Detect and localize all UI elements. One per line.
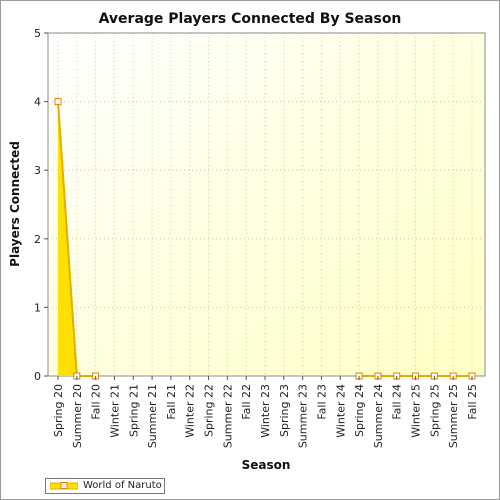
y-axis-title: Players Connected <box>8 141 22 267</box>
series-area <box>58 101 96 376</box>
x-tick-label: Spring 25 <box>428 384 441 437</box>
x-tick-label: Winter 25 <box>410 384 423 438</box>
x-tick-label: Fall 21 <box>165 384 178 420</box>
x-axis-ticks: Spring 20 Summer 20 Fall 20 Winter 21 Spring… <box>52 376 479 448</box>
x-tick-label: Winter 24 <box>334 384 347 438</box>
series-area-segment <box>58 101 96 376</box>
x-tick-label: Spring 23 <box>278 384 291 437</box>
y-axis-ticks: 0 1 2 3 4 5 <box>34 27 48 383</box>
x-tick-label: Winter 22 <box>184 384 197 438</box>
x-tick-label: Fall 25 <box>466 384 479 420</box>
data-point-marker <box>54 98 62 106</box>
x-tick-label: Fall 24 <box>391 384 404 420</box>
x-tick-label: Spring 22 <box>203 384 216 437</box>
chart-title: Average Players Connected By Season <box>99 11 402 27</box>
y-tick-label: 2 <box>34 233 41 246</box>
x-tick-label: Spring 20 <box>52 384 65 437</box>
legend: World of Naruto <box>45 478 165 494</box>
x-tick-label: Summer 20 <box>71 384 84 448</box>
y-tick-label: 0 <box>34 370 41 383</box>
legend-swatch <box>50 482 78 490</box>
x-tick-label: Summer 23 <box>297 384 310 448</box>
x-tick-label: Summer 22 <box>221 384 234 448</box>
grid-lines <box>48 33 485 376</box>
x-tick-label: Fall 20 <box>90 384 103 420</box>
y-tick-label: 1 <box>34 301 41 314</box>
x-tick-label: Fall 22 <box>240 384 253 420</box>
x-tick-label: Summer 21 <box>146 384 159 448</box>
y-tick-label: 3 <box>34 164 41 177</box>
y-tick-label: 5 <box>34 27 41 40</box>
plot-area <box>47 32 486 377</box>
x-tick-label: Summer 25 <box>447 384 460 448</box>
x-tick-label: Summer 24 <box>372 384 385 448</box>
x-axis-title: Season <box>242 458 291 472</box>
x-tick-label: Spring 24 <box>353 384 366 437</box>
x-tick-label: Fall 23 <box>315 384 328 420</box>
y-tick-label: 4 <box>34 96 41 109</box>
x-tick-label: Winter 21 <box>108 384 121 438</box>
legend-label: World of Naruto <box>83 480 162 491</box>
x-tick-label: Winter 23 <box>259 384 272 438</box>
x-tick-label: Spring 21 <box>127 384 140 437</box>
